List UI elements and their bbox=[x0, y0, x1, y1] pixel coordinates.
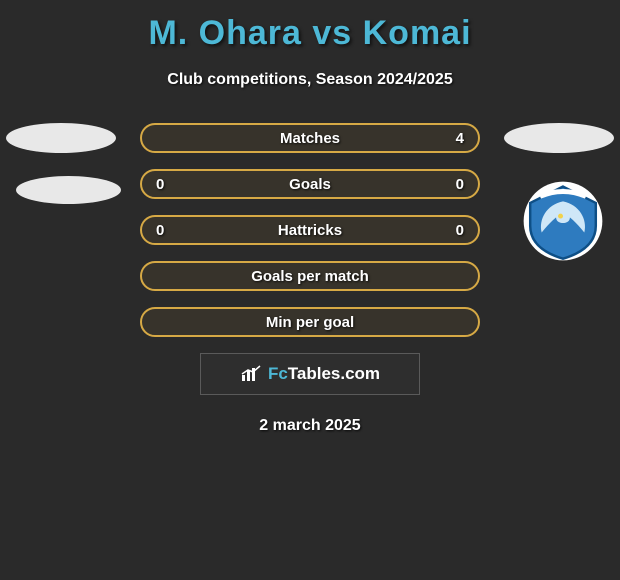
season-subtitle: Club competitions, Season 2024/2025 bbox=[0, 53, 620, 89]
club-badge-right bbox=[522, 180, 604, 262]
stat-left-value: 0 bbox=[156, 222, 176, 239]
stat-label: Matches bbox=[176, 130, 444, 147]
snapshot-date: 2 march 2025 bbox=[0, 417, 620, 435]
stat-label: Min per goal bbox=[176, 314, 444, 331]
stat-right-value: 4 bbox=[444, 130, 464, 147]
stat-row-min-per-goal: Min per goal bbox=[140, 307, 480, 337]
brand-rest: Tables.com bbox=[288, 364, 380, 383]
attribution-box: FcTables.com bbox=[200, 353, 420, 395]
stat-row-goals-per-match: Goals per match bbox=[140, 261, 480, 291]
attribution-text: FcTables.com bbox=[268, 364, 380, 384]
player-left-blob-1 bbox=[6, 123, 116, 153]
stat-right-value: 0 bbox=[444, 176, 464, 193]
stat-label: Hattricks bbox=[176, 222, 444, 239]
stat-row-goals: 0 Goals 0 bbox=[140, 169, 480, 199]
stat-row-matches: Matches 4 bbox=[140, 123, 480, 153]
player-left-blob-2 bbox=[16, 176, 121, 204]
stats-list: Matches 4 0 Goals 0 0 Hattricks 0 Goals … bbox=[140, 123, 480, 337]
stat-left-value: 0 bbox=[156, 176, 176, 193]
stat-row-hattricks: 0 Hattricks 0 bbox=[140, 215, 480, 245]
page-title: M. Ohara vs Komai bbox=[0, 0, 620, 53]
stat-label: Goals per match bbox=[176, 268, 444, 285]
bar-chart-icon bbox=[240, 365, 262, 383]
stat-right-value: 0 bbox=[444, 222, 464, 239]
stat-label: Goals bbox=[176, 176, 444, 193]
brand-prefix: Fc bbox=[268, 364, 288, 383]
player-right-blob-1 bbox=[504, 123, 614, 153]
